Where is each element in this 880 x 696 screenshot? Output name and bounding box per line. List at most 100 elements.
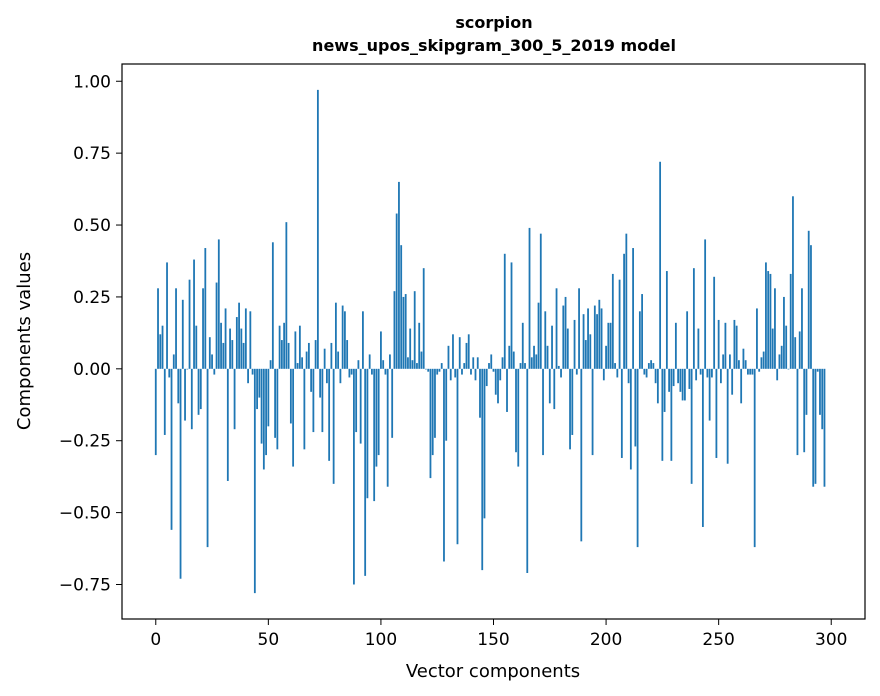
bar [607, 322, 610, 369]
bar [625, 233, 628, 369]
bar [720, 368, 722, 384]
bar [278, 325, 281, 369]
bar [645, 368, 648, 378]
y-tick-label: 0.75 [73, 144, 111, 164]
bar [823, 368, 826, 487]
bar [384, 368, 387, 375]
bar [726, 368, 729, 464]
bar [562, 305, 565, 369]
bar [708, 368, 711, 421]
bar [161, 325, 164, 369]
bar [510, 262, 513, 369]
bar [695, 368, 698, 381]
bar [265, 368, 267, 456]
bar [515, 368, 517, 453]
bar [679, 368, 682, 392]
bar [492, 368, 495, 372]
bar [557, 365, 560, 369]
bar [688, 368, 691, 389]
bar [197, 368, 200, 415]
bar [274, 368, 276, 438]
bar [431, 368, 434, 456]
bar [280, 340, 283, 369]
bar [735, 325, 738, 369]
bar [713, 276, 716, 369]
bar [467, 334, 470, 369]
bar [479, 368, 481, 418]
bar [168, 368, 171, 378]
x-tick-label: 200 [590, 630, 622, 650]
bar [650, 360, 653, 369]
bar [692, 268, 695, 369]
bar [596, 314, 598, 369]
bar [816, 368, 819, 372]
bar [641, 294, 643, 369]
bar [672, 368, 675, 387]
x-tick-label: 150 [477, 630, 509, 650]
y-tick-label: 0.00 [73, 360, 111, 380]
bar [229, 328, 231, 369]
bar [810, 245, 812, 369]
bar [224, 308, 227, 369]
x-axis-label: Vector components [406, 661, 580, 682]
x-tick-label: 100 [365, 630, 397, 650]
bar [569, 368, 571, 450]
bar [341, 305, 344, 369]
bar [332, 368, 335, 484]
bar [458, 337, 461, 369]
bar [470, 368, 472, 375]
bar [668, 368, 671, 392]
bar [251, 368, 254, 375]
bar [665, 271, 668, 369]
bar [620, 368, 623, 458]
bar [190, 368, 193, 430]
bar [771, 328, 774, 369]
x-tick-label: 50 [258, 630, 280, 650]
bar [717, 319, 720, 369]
bar [542, 368, 544, 456]
bar [652, 363, 655, 369]
bar [213, 368, 216, 375]
bar [371, 368, 373, 375]
bar [154, 368, 157, 456]
bar [258, 368, 261, 398]
bar [605, 345, 607, 369]
bar [551, 325, 553, 369]
bar [760, 357, 763, 369]
bar [476, 357, 479, 369]
bar [733, 319, 736, 369]
bar [544, 311, 547, 369]
bar [391, 368, 394, 438]
bar [314, 340, 317, 369]
bar [560, 368, 562, 378]
bar [738, 360, 740, 369]
bar [206, 368, 209, 548]
bar [253, 368, 256, 594]
bar [643, 368, 646, 375]
bar [767, 271, 770, 369]
bar [449, 368, 452, 381]
bar [172, 354, 175, 369]
bar [220, 322, 222, 369]
bar [312, 368, 315, 433]
bar [438, 368, 441, 372]
bar [296, 363, 299, 369]
bar [436, 368, 439, 375]
bar [447, 345, 450, 369]
bar [769, 273, 772, 369]
bar [787, 368, 790, 370]
bar [319, 368, 322, 398]
bar [199, 368, 202, 410]
bar [456, 368, 459, 545]
bar [614, 363, 616, 369]
bar [582, 314, 585, 369]
bar [231, 340, 234, 369]
bar [778, 354, 781, 369]
bar [226, 368, 229, 481]
bar [330, 342, 333, 369]
bar [350, 368, 353, 375]
bar [267, 368, 270, 427]
bar [609, 322, 612, 369]
bar [593, 305, 596, 369]
bar [193, 259, 195, 369]
